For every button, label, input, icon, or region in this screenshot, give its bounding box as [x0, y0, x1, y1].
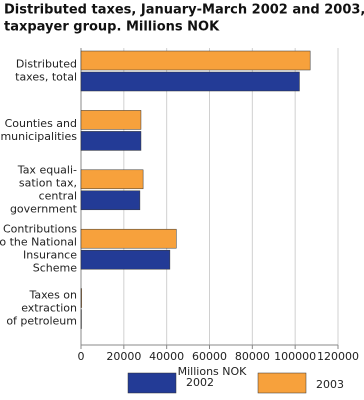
chart-title: Distributed taxes, January-March 2002 an…	[4, 3, 364, 18]
y-tick-label: Taxes on	[28, 289, 77, 302]
x-tick-label: 60000	[192, 350, 227, 363]
bar	[80, 190, 141, 211]
bar	[80, 169, 144, 190]
y-tick-label: Insurance	[23, 249, 77, 262]
x-tick-label: 20000	[106, 350, 141, 363]
bar	[80, 50, 311, 71]
x-tick-label: 0	[78, 350, 85, 363]
x-tick-label: 40000	[149, 350, 184, 363]
legend-swatch	[257, 372, 307, 394]
bar	[80, 249, 171, 270]
y-tick-label: Counties and	[5, 117, 77, 130]
y-tick-label: extraction	[21, 302, 77, 315]
x-tick-label: 80000	[235, 350, 270, 363]
y-tick-label: municipalities	[0, 130, 77, 143]
chart-title: taxpayer group. Millions NOK	[4, 20, 220, 35]
bar	[80, 71, 300, 92]
legend-label: 2003	[316, 378, 344, 391]
y-tick-label: government	[10, 202, 78, 215]
legend-swatch	[127, 372, 177, 394]
bar	[80, 288, 82, 308]
y-tick-label: Contributions	[3, 223, 77, 236]
y-tick-label: central	[39, 189, 77, 202]
x-axis-label: Millions NOK	[178, 365, 248, 378]
legend-label: 2002	[186, 376, 214, 389]
bar	[80, 131, 142, 151]
y-tick-label: Distributed	[16, 58, 77, 71]
y-tick-label: Scheme	[33, 262, 77, 275]
bar	[80, 228, 177, 249]
y-tick-label: to the National	[0, 236, 77, 249]
bar	[80, 110, 142, 130]
y-tick-label: taxes, total	[15, 71, 77, 84]
x-tick-label: 100000	[274, 350, 316, 363]
x-tick-label: 120000	[317, 350, 359, 363]
y-tick-label: sation tax,	[19, 176, 77, 189]
y-tick-label: Tax equali-	[17, 163, 77, 176]
y-tick-label: of petroleum	[6, 315, 77, 328]
